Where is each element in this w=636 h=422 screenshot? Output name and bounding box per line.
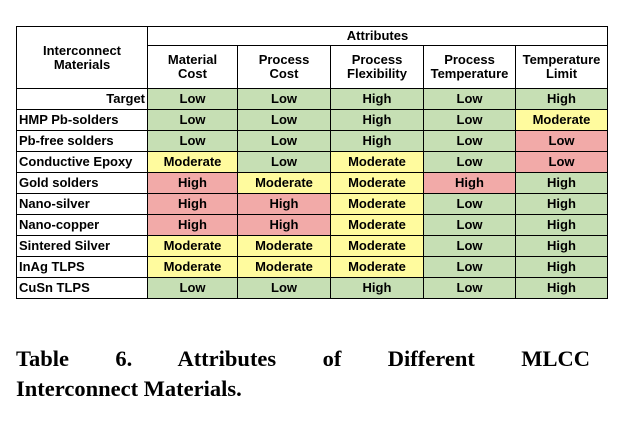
rating-cell: Moderate xyxy=(330,214,424,236)
rating-cell: High xyxy=(330,130,424,152)
rating-cell: Moderate xyxy=(237,172,331,194)
caption-line-1: Table 6. Attributes of Different MLCC xyxy=(16,346,590,371)
rating-cell: Low xyxy=(237,277,331,299)
column-header: Process Flexibility xyxy=(330,45,424,89)
table-row: Gold solders High Moderate Moderate High High xyxy=(16,172,608,194)
table-row: Conductive Epoxy Moderate Low Moderate Low Lo… xyxy=(16,151,608,173)
rating-cell: High xyxy=(515,193,608,215)
rating-cell: Low xyxy=(237,109,331,131)
rating-cell: Low xyxy=(423,109,516,131)
rating-cell: Low xyxy=(147,130,238,152)
rating-cell: Moderate xyxy=(147,256,238,278)
table-row: CuSn TLPS Low Low High Low High xyxy=(16,277,608,299)
rating-cell: Low xyxy=(237,130,331,152)
table-row: HMP Pb-solders Low Low High Low Moderate xyxy=(16,109,608,131)
rating-cell: Low xyxy=(423,193,516,215)
attributes-table: Interconnect Materials Attributes Materi… xyxy=(16,26,608,299)
rating-cell: Low xyxy=(423,256,516,278)
row-label: Nano-copper xyxy=(16,214,148,236)
rating-cell: Low xyxy=(147,88,238,110)
rating-cell: High xyxy=(237,214,331,236)
rating-cell: Low xyxy=(423,277,516,299)
attributes-group-header: Attributes xyxy=(147,26,608,46)
rating-cell: Moderate xyxy=(330,256,424,278)
column-header: Process Temperature xyxy=(423,45,516,89)
rating-cell: High xyxy=(330,88,424,110)
rating-cell: Moderate xyxy=(330,193,424,215)
rating-cell: High xyxy=(330,277,424,299)
rating-cell: High xyxy=(515,256,608,278)
table-row: Pb-free solders Low Low High Low Low xyxy=(16,130,608,152)
table-row: Nano-silver High High Moderate Low High xyxy=(16,193,608,215)
row-label: Conductive Epoxy xyxy=(16,151,148,173)
rating-cell: High xyxy=(147,214,238,236)
rating-cell: Low xyxy=(515,151,608,173)
rating-cell: High xyxy=(330,109,424,131)
column-header: Temperature Limit xyxy=(515,45,608,89)
caption-line-2: Interconnect Materials. xyxy=(16,376,242,401)
table-caption: Table 6. Attributes of Different MLCC In… xyxy=(16,344,590,404)
row-label: Gold solders xyxy=(16,172,148,194)
table-row: Sintered Silver Moderate Moderate Moderate L… xyxy=(16,235,608,257)
rating-cell: High xyxy=(515,235,608,257)
rating-cell: Low xyxy=(423,151,516,173)
rating-cell: Moderate xyxy=(237,256,331,278)
row-label: CuSn TLPS xyxy=(16,277,148,299)
column-header: Process Cost xyxy=(237,45,331,89)
table-row: Target Low Low High Low High xyxy=(16,88,608,110)
rating-cell: High xyxy=(237,193,331,215)
table-row: InAg TLPS Moderate Moderate Moderate Low High xyxy=(16,256,608,278)
table-row: Nano-copper High High Moderate Low High xyxy=(16,214,608,236)
rating-cell: Low xyxy=(237,151,331,173)
interconnect-materials-header: Interconnect Materials xyxy=(16,26,148,89)
rating-cell: Low xyxy=(515,130,608,152)
rating-cell: Moderate xyxy=(330,151,424,173)
rating-cell: Low xyxy=(237,88,331,110)
rating-cell: High xyxy=(515,214,608,236)
rating-cell: Moderate xyxy=(147,151,238,173)
row-label: InAg TLPS xyxy=(16,256,148,278)
rating-cell: High xyxy=(515,277,608,299)
row-label: Nano-silver xyxy=(16,193,148,215)
rating-cell: Moderate xyxy=(330,235,424,257)
rating-cell: Moderate xyxy=(330,172,424,194)
rating-cell: Low xyxy=(423,235,516,257)
rating-cell: High xyxy=(147,172,238,194)
rating-cell: High xyxy=(515,172,608,194)
rating-cell: High xyxy=(147,193,238,215)
row-label: Sintered Silver xyxy=(16,235,148,257)
rating-cell: Low xyxy=(147,277,238,299)
rating-cell: Moderate xyxy=(147,235,238,257)
rating-cell: Low xyxy=(423,214,516,236)
rating-cell: Low xyxy=(423,88,516,110)
rating-cell: Low xyxy=(147,109,238,131)
row-label: HMP Pb-solders xyxy=(16,109,148,131)
rating-cell: High xyxy=(423,172,516,194)
column-header: Material Cost xyxy=(147,45,238,89)
row-label: Target xyxy=(16,88,148,110)
rating-cell: Moderate xyxy=(515,109,608,131)
rating-cell: Moderate xyxy=(237,235,331,257)
rating-cell: High xyxy=(515,88,608,110)
row-label: Pb-free solders xyxy=(16,130,148,152)
rating-cell: Low xyxy=(423,130,516,152)
